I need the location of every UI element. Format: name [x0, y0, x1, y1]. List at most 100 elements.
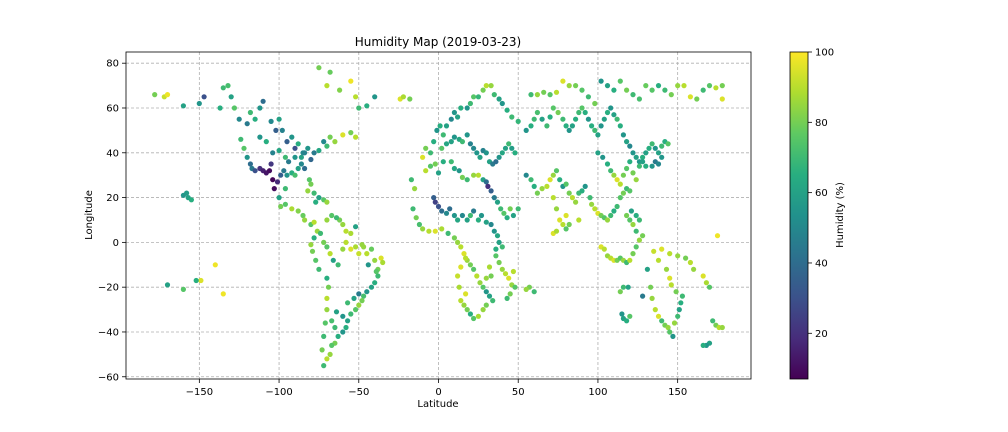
data-point	[659, 143, 665, 149]
data-point	[510, 212, 516, 219]
data-point	[620, 172, 627, 178]
data-point	[665, 324, 671, 331]
data-point	[589, 123, 595, 129]
data-point	[595, 132, 601, 138]
data-point	[273, 127, 279, 133]
data-point	[445, 230, 451, 236]
data-point	[400, 94, 406, 100]
colorbar	[789, 51, 809, 380]
data-point	[563, 212, 569, 219]
data-point	[528, 177, 534, 183]
colorbar-tick-label: 60	[815, 188, 828, 199]
data-point	[348, 130, 354, 136]
data-point	[633, 228, 639, 234]
data-point	[343, 228, 349, 234]
colorbar-ticks: 20 40 60 80 100	[808, 48, 834, 340]
data-point	[302, 165, 308, 172]
data-point	[325, 284, 332, 290]
x-tick-label: 100	[588, 387, 607, 398]
data-point	[308, 181, 314, 187]
data-point	[198, 277, 204, 284]
data-point	[365, 262, 371, 268]
data-point	[547, 114, 553, 120]
data-point	[582, 183, 588, 189]
data-point	[506, 141, 512, 147]
data-point	[659, 318, 665, 324]
data-point	[665, 141, 671, 147]
colorbar-tick-label: 20	[815, 329, 828, 340]
data-point	[592, 100, 598, 107]
data-point	[356, 291, 362, 297]
data-point	[627, 313, 633, 319]
x-axis-ticks: −150 −100 −50 0 50 100 150	[186, 379, 687, 398]
data-point	[557, 177, 563, 183]
data-point	[478, 212, 485, 219]
data-point	[675, 313, 681, 319]
data-point	[719, 324, 725, 331]
data-point	[412, 186, 418, 192]
data-point	[643, 163, 649, 169]
data-point	[451, 165, 457, 172]
data-point	[507, 291, 513, 297]
data-point	[604, 217, 611, 223]
data-point	[673, 289, 679, 295]
data-point	[483, 275, 489, 281]
data-point	[493, 246, 499, 252]
data-point	[244, 154, 250, 160]
data-point	[624, 87, 630, 93]
data-point	[345, 318, 351, 324]
data-point	[491, 92, 497, 98]
data-point	[557, 217, 563, 223]
data-point	[496, 239, 502, 245]
data-point	[614, 203, 620, 210]
data-point	[523, 172, 529, 178]
grid-lines	[126, 52, 751, 379]
data-point	[483, 83, 489, 89]
data-point	[324, 295, 330, 301]
data-point	[327, 69, 333, 75]
data-point	[491, 228, 497, 234]
data-point	[316, 266, 322, 272]
data-point	[282, 154, 288, 160]
data-point	[624, 139, 630, 145]
data-point	[550, 195, 556, 201]
data-point	[628, 208, 635, 214]
data-point	[471, 315, 477, 322]
data-point	[619, 311, 625, 317]
data-point	[507, 206, 513, 212]
colorbar-label: Humidity (%)	[835, 182, 846, 248]
data-point	[627, 188, 633, 194]
data-point	[703, 280, 710, 286]
data-point	[356, 105, 362, 111]
x-tick-label: 0	[435, 387, 441, 398]
data-point	[353, 94, 359, 100]
data-point	[276, 147, 282, 154]
data-point	[335, 333, 341, 339]
data-point	[257, 134, 263, 140]
data-point	[544, 123, 550, 129]
data-point	[566, 221, 572, 228]
data-point	[475, 94, 481, 100]
data-point	[636, 217, 643, 223]
data-point	[614, 116, 620, 122]
data-point	[691, 266, 697, 272]
data-point	[372, 280, 378, 286]
data-point	[640, 293, 646, 299]
data-point	[719, 96, 725, 102]
data-point	[633, 244, 639, 250]
data-point	[683, 255, 689, 261]
data-point	[330, 257, 336, 263]
data-point	[486, 264, 493, 270]
data-point	[455, 239, 461, 245]
y-tick-label: 80	[106, 59, 119, 70]
data-point	[477, 280, 483, 286]
data-point	[714, 233, 721, 239]
data-point	[630, 170, 636, 176]
data-point	[353, 224, 359, 230]
data-point	[252, 168, 258, 174]
data-point	[152, 92, 158, 98]
data-point	[475, 313, 481, 319]
y-tick-label: 0	[113, 238, 119, 249]
data-point	[499, 244, 505, 250]
data-point	[225, 83, 231, 89]
